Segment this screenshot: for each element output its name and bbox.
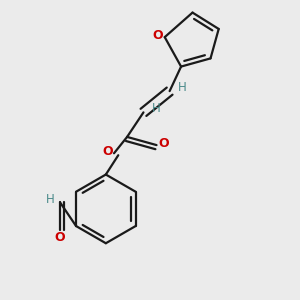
- Text: H: H: [46, 193, 55, 206]
- Text: O: O: [158, 137, 169, 150]
- Text: O: O: [55, 231, 65, 244]
- Text: O: O: [102, 146, 113, 158]
- Text: O: O: [152, 29, 163, 42]
- Text: H: H: [152, 102, 160, 115]
- Text: H: H: [178, 81, 186, 94]
